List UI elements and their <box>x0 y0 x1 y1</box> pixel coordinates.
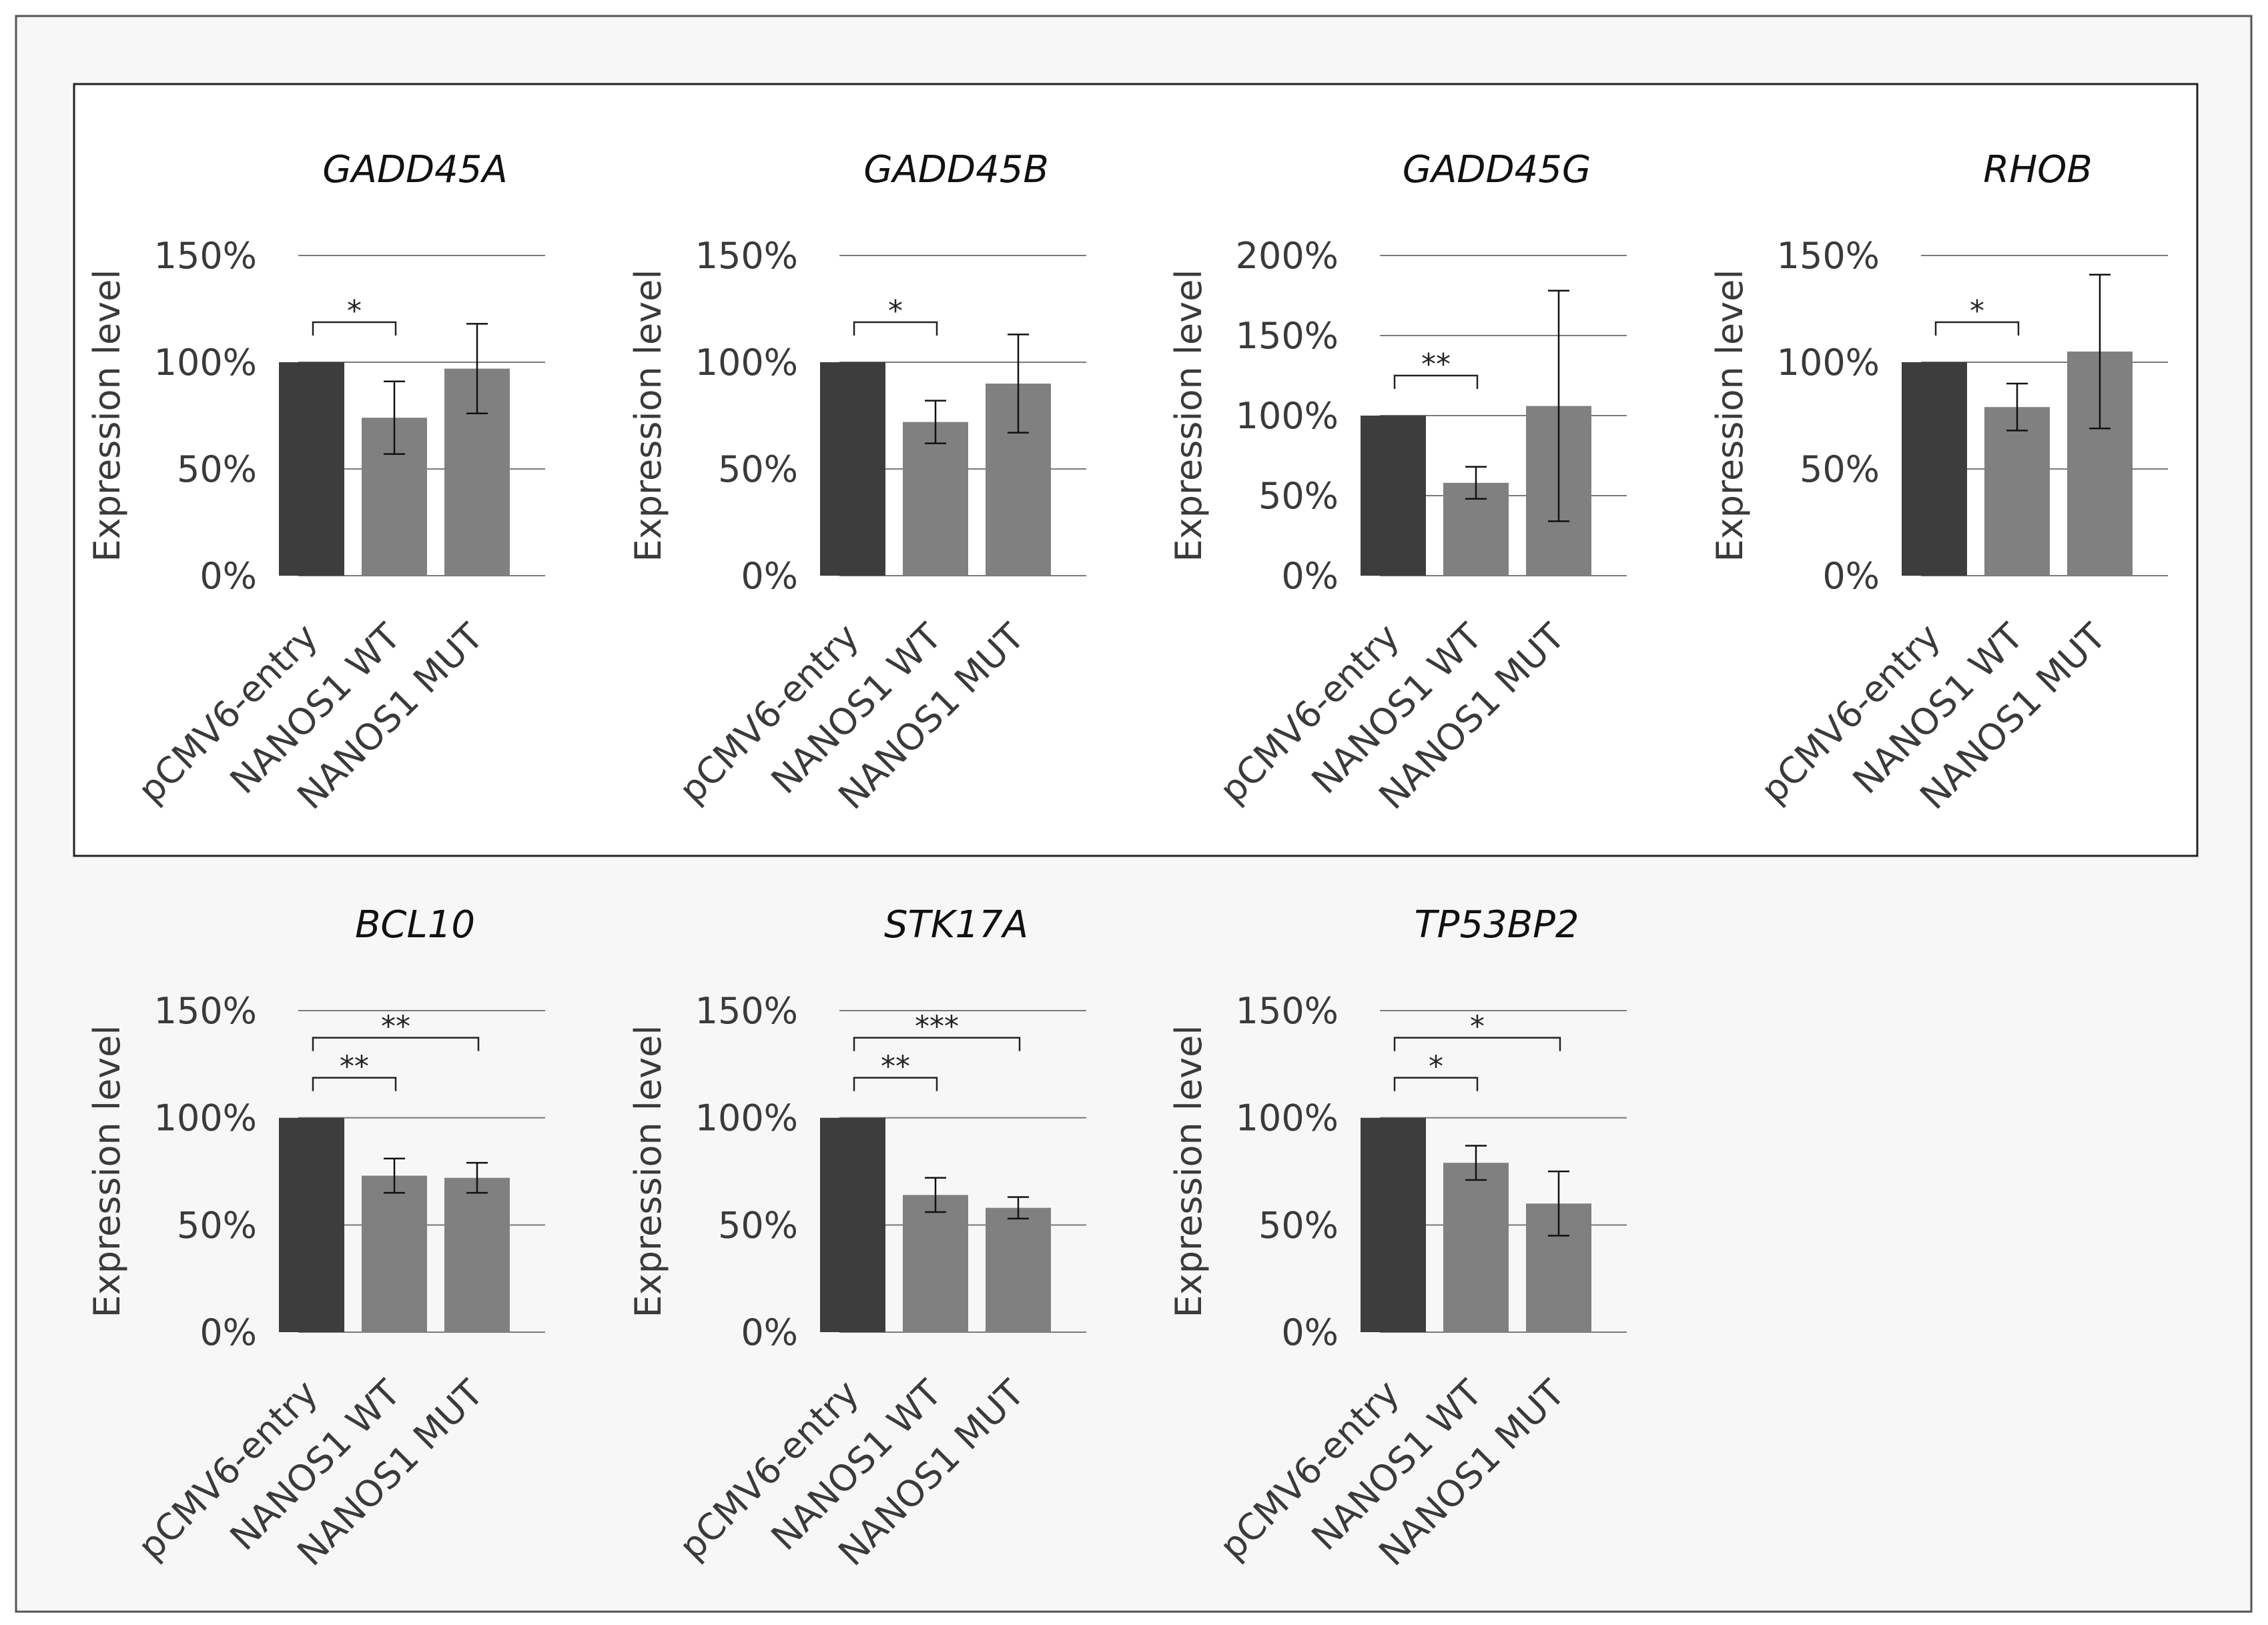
y-tick-label: 150% <box>1236 990 1339 1032</box>
top-panel-box <box>73 83 2199 857</box>
y-tick-label: 0% <box>741 555 798 597</box>
chart-title: STK17A <box>884 903 1028 947</box>
y-tick-label: 100% <box>154 1097 257 1139</box>
bar <box>903 1195 968 1332</box>
y-tick-label: 50% <box>1258 1204 1339 1246</box>
y-tick-label: 0% <box>741 1311 798 1353</box>
significance-label: ** <box>381 1010 410 1044</box>
chart-title: GADD45B <box>863 148 1049 191</box>
significance-bracket <box>312 1037 480 1051</box>
significance-bracket <box>1393 374 1479 389</box>
chart-title: TP53BP2 <box>1414 903 1579 947</box>
y-tick-label: 150% <box>1236 315 1339 357</box>
y-tick-label: 100% <box>1236 395 1339 437</box>
y-tick-label: 50% <box>177 448 257 490</box>
y-tick-label: 100% <box>154 342 257 384</box>
significance-label: * <box>888 294 903 328</box>
y-tick-label: 150% <box>695 235 798 277</box>
y-axis-label: Expression level <box>627 1025 669 1318</box>
y-axis-label: Expression level <box>86 1025 128 1318</box>
significance-bracket <box>312 321 397 336</box>
bar <box>1443 1163 1509 1332</box>
y-tick-label: 100% <box>695 1097 798 1139</box>
y-tick-label: 200% <box>1236 235 1339 277</box>
bar <box>444 1177 510 1332</box>
y-tick-label: 50% <box>718 1204 798 1246</box>
significance-label: * <box>347 294 362 328</box>
y-axis-label: Expression level <box>1168 269 1210 562</box>
significance-label: *** <box>915 1010 959 1044</box>
significance-label: ** <box>1421 348 1451 382</box>
y-tick-label: 50% <box>718 448 798 490</box>
significance-bracket <box>312 1077 397 1091</box>
significance-bracket <box>853 1037 1021 1051</box>
significance-label: ** <box>340 1050 369 1084</box>
bar <box>1361 1117 1426 1332</box>
bar <box>820 362 885 576</box>
y-tick-label: 150% <box>695 990 798 1032</box>
y-tick-label: 150% <box>1777 235 1880 277</box>
bar <box>279 362 344 576</box>
y-tick-label: 50% <box>1800 448 1880 490</box>
y-tick-label: 100% <box>1236 1097 1339 1139</box>
bar <box>820 1117 885 1332</box>
significance-label: ** <box>881 1050 910 1084</box>
significance-bracket <box>1934 321 2020 336</box>
chart-title: BCL10 <box>355 903 475 947</box>
y-tick-label: 50% <box>177 1204 257 1246</box>
y-axis-label: Expression level <box>627 269 669 562</box>
y-axis-label: Expression level <box>86 269 128 562</box>
bar <box>1902 362 1967 576</box>
significance-bracket <box>853 321 938 336</box>
y-tick-label: 0% <box>1822 555 1880 597</box>
significance-bracket <box>1393 1077 1479 1091</box>
y-tick-label: 150% <box>154 990 257 1032</box>
y-tick-label: 0% <box>1281 555 1339 597</box>
y-tick-label: 50% <box>1258 475 1339 517</box>
significance-label: * <box>1970 294 1984 328</box>
bar <box>1361 416 1426 576</box>
y-axis-label: Expression level <box>1168 1025 1210 1318</box>
chart-title: RHOB <box>1983 148 2093 191</box>
y-tick-label: 0% <box>200 555 257 597</box>
y-axis-label: Expression level <box>1709 269 1751 562</box>
chart-title: GADD45G <box>1403 148 1591 191</box>
significance-label: * <box>1470 1010 1485 1044</box>
bar <box>903 422 968 576</box>
y-tick-label: 100% <box>695 342 798 384</box>
y-tick-label: 0% <box>1281 1311 1339 1353</box>
bar <box>279 1117 344 1332</box>
bar <box>1984 407 2050 576</box>
significance-bracket <box>1393 1037 1561 1051</box>
bar <box>362 1175 427 1332</box>
y-tick-label: 150% <box>154 235 257 277</box>
significance-label: * <box>1429 1050 1443 1084</box>
chart-title: GADD45A <box>322 148 508 191</box>
bar <box>986 1207 1051 1332</box>
significance-bracket <box>853 1077 938 1091</box>
y-tick-label: 0% <box>200 1311 257 1353</box>
y-tick-label: 100% <box>1777 342 1880 384</box>
